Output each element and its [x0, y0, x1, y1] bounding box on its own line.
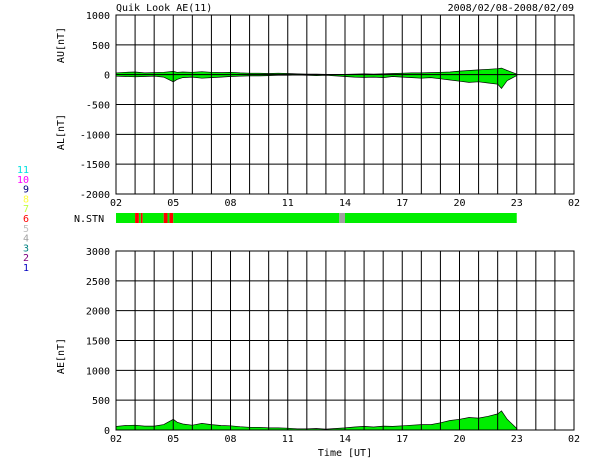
x-tick-label: 17 — [396, 434, 408, 445]
station-segment — [339, 213, 345, 223]
legend-station-6: 6 — [23, 214, 29, 225]
x-tick-label: 08 — [224, 434, 236, 445]
y-tick-label: 500 — [92, 41, 110, 52]
series-al — [115, 74, 518, 89]
series-au — [115, 67, 518, 76]
x-tick-label: 17 — [396, 198, 408, 209]
y-tick-label: -2000 — [80, 190, 110, 201]
x-tick-label: 14 — [339, 434, 351, 445]
plot-frame — [115, 250, 575, 431]
y-tick-label: 500 — [92, 396, 110, 407]
chart-title: Quik Look AE(11) — [116, 3, 212, 14]
series-ae — [115, 410, 518, 431]
legend-station-7: 7 — [23, 204, 29, 215]
y-tick-label: 1000 — [86, 11, 110, 22]
x-tick-label: 02 — [568, 434, 580, 445]
x-tick-label: 20 — [453, 198, 465, 209]
legend-station-3: 3 — [23, 243, 29, 254]
y-tick-label: 2500 — [86, 277, 110, 288]
legend-station-8: 8 — [23, 194, 29, 205]
station-count-bar — [116, 213, 517, 223]
station-segment — [173, 213, 340, 223]
y-tick-label: 3000 — [86, 247, 110, 258]
station-segment — [135, 213, 139, 223]
x-tick-label: 02 — [110, 198, 122, 209]
x-tick-label: 11 — [282, 198, 294, 209]
y-tick-label: 1500 — [86, 337, 110, 348]
y-tick-label: 1000 — [86, 366, 110, 377]
station-count-label: N.STN — [74, 214, 104, 225]
al-axis-label: AL[nT] — [56, 114, 67, 150]
station-segment — [167, 213, 170, 223]
x-tick-label: 08 — [224, 198, 236, 209]
x-tick-label: 23 — [511, 198, 523, 209]
x-tick-label: 02 — [568, 198, 580, 209]
legend-station-4: 4 — [23, 234, 29, 245]
legend-station-2: 2 — [23, 253, 29, 264]
x-tick-label: 23 — [511, 434, 523, 445]
y-tick-label: -1000 — [80, 130, 110, 141]
station-segment — [138, 213, 141, 223]
x-tick-label: 20 — [453, 434, 465, 445]
ae-axis-label: AE[nT] — [56, 338, 67, 374]
legend-station-1: 1 — [23, 263, 29, 274]
legend-station-5: 5 — [23, 224, 29, 235]
y-tick-label: 0 — [104, 71, 110, 82]
station-segment — [345, 213, 517, 223]
legend-station-9: 9 — [23, 185, 29, 196]
y-tick-label: -1500 — [80, 160, 110, 171]
date-range: 2008/02/08-2008/02/09 — [448, 3, 574, 14]
station-segment — [169, 213, 174, 223]
station-segment — [142, 213, 164, 223]
x-tick-label: 05 — [167, 434, 179, 445]
legend-station-11: 11 — [17, 165, 29, 176]
y-tick-label: -500 — [86, 101, 110, 112]
station-segment — [163, 213, 168, 223]
station-segment — [116, 213, 136, 223]
y-tick-label: 2000 — [86, 307, 110, 318]
plot-frame — [115, 14, 575, 195]
x-tick-label: 14 — [339, 198, 351, 209]
x-tick-label: 11 — [282, 434, 294, 445]
au-axis-label: AU[nT] — [56, 27, 67, 63]
x-tick-label: 02 — [110, 434, 122, 445]
x-tick-label: 05 — [167, 198, 179, 209]
x-axis-title: Time [UT] — [318, 448, 372, 459]
station-segment — [140, 213, 143, 223]
y-tick-label: 0 — [104, 426, 110, 437]
legend-station-10: 10 — [17, 175, 29, 186]
